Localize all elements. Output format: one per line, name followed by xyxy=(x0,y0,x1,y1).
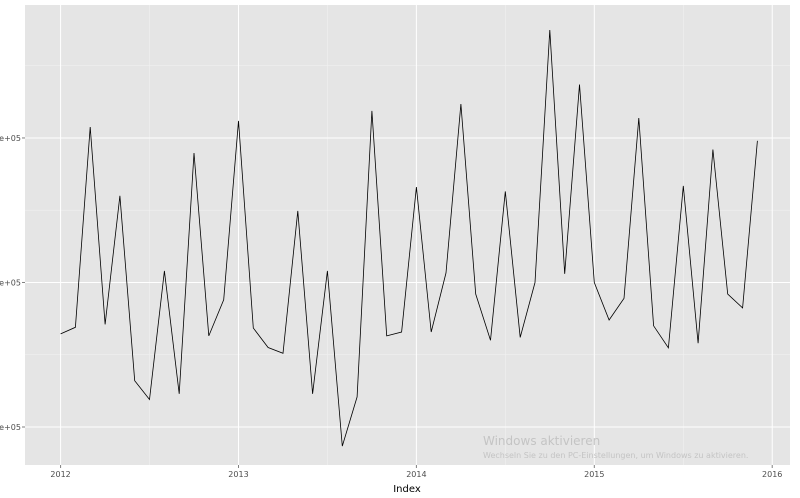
x-tick-label: 2014 xyxy=(406,470,426,479)
watermark-title: Windows aktivieren xyxy=(483,434,601,448)
x-tick-label: 2013 xyxy=(228,470,248,479)
x-tick-label: 2015 xyxy=(584,470,604,479)
x-tick-label: 2016 xyxy=(762,470,782,479)
series-line xyxy=(60,29,758,447)
watermark-subtitle: Wechseln Sie zu den PC-Einstellungen, um… xyxy=(483,451,749,460)
y-tick-label: 4e+05 xyxy=(0,423,21,432)
y-tick-label: 5e+05 xyxy=(0,278,21,287)
y-tick-label: 6e+05 xyxy=(0,134,21,143)
plot-panel xyxy=(25,5,790,465)
x-tick-label: 2012 xyxy=(50,470,70,479)
x-axis-label: Index xyxy=(393,484,421,495)
